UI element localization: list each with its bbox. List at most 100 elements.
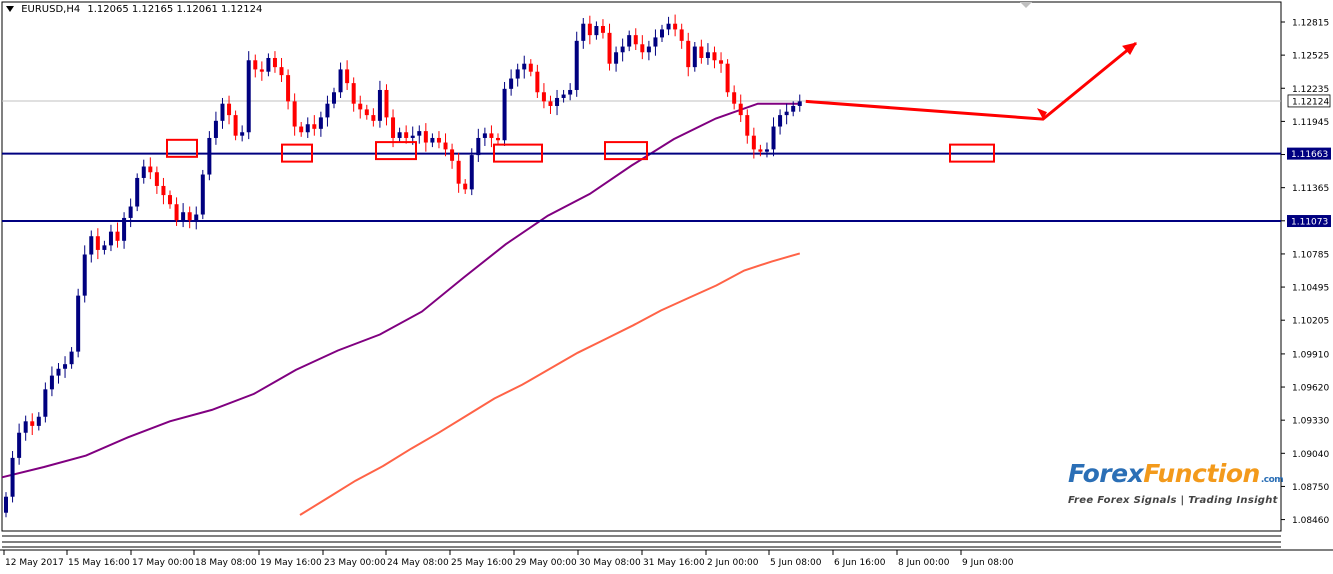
- candle-body: [200, 174, 205, 215]
- candle-body: [732, 92, 737, 104]
- candle: [233, 110, 238, 141]
- logo-wordmark: ForexFunction.com: [1068, 460, 1284, 494]
- candle: [745, 109, 750, 144]
- candle-body: [56, 368, 61, 376]
- candle-body: [660, 29, 664, 38]
- candle: [555, 89, 560, 116]
- candle: [279, 57, 284, 82]
- candle: [286, 69, 291, 110]
- candle-body: [778, 115, 783, 127]
- candle-body: [482, 133, 487, 138]
- x-tick-label: 9 Jun 08:00: [962, 558, 1014, 568]
- candle: [220, 97, 225, 129]
- candle: [712, 46, 717, 69]
- candle: [292, 93, 297, 136]
- candle-body: [568, 89, 573, 95]
- candle-body: [141, 166, 146, 178]
- candle-body: [496, 137, 500, 141]
- candle: [496, 133, 500, 145]
- candle: [574, 31, 579, 97]
- x-tick-label: 6 Jun 16:00: [834, 558, 886, 568]
- x-tick-label: 2 Jun 00:00: [707, 558, 759, 568]
- candle-body: [548, 101, 553, 106]
- dropdown-triangle-icon[interactable]: [6, 6, 14, 12]
- candle-body: [600, 25, 605, 33]
- candle: [325, 95, 330, 127]
- candle-body: [325, 103, 330, 118]
- candle: [620, 38, 625, 62]
- candle-body: [797, 101, 802, 106]
- x-tick-label: 17 May 00:00: [132, 558, 194, 568]
- candle-body: [515, 69, 520, 79]
- candle-body: [17, 432, 22, 458]
- y-tick-label: 1.09620: [1292, 384, 1329, 394]
- ma-line-short: [1, 102, 800, 479]
- candle-body: [436, 137, 441, 143]
- candle: [476, 128, 481, 162]
- candle-body: [371, 115, 376, 121]
- candle-body: [607, 32, 612, 64]
- candle: [312, 115, 317, 136]
- symbol-label: EURUSD,H4: [21, 4, 81, 15]
- candle: [404, 125, 409, 144]
- candle-body: [36, 416, 41, 426]
- support-touch-box: [166, 138, 198, 158]
- support-touch-box: [949, 143, 995, 163]
- candle: [17, 423, 22, 465]
- y-tick-label: 1.09330: [1292, 417, 1329, 427]
- candle-body: [168, 195, 172, 205]
- candle-body: [240, 132, 245, 136]
- candle-body: [108, 231, 113, 246]
- candle: [541, 83, 546, 109]
- candle-body: [305, 124, 310, 133]
- candle-body: [450, 149, 455, 161]
- level-price-label: 1.11663: [1291, 150, 1328, 160]
- candle: [666, 16, 671, 36]
- candle: [738, 94, 743, 122]
- chart-header: EURUSD,H4 1.12065 1.12165 1.12061 1.1212…: [6, 4, 262, 15]
- support-touch-box: [604, 141, 648, 161]
- candle: [528, 59, 533, 77]
- candle: [764, 142, 769, 158]
- chart-shift-marker: [1020, 2, 1032, 8]
- support-touch-box: [493, 143, 543, 163]
- candle: [108, 224, 113, 252]
- candle-body: [653, 37, 658, 47]
- candle-body: [148, 166, 153, 173]
- candle-body: [555, 97, 560, 106]
- candle-body: [345, 69, 350, 84]
- candle: [600, 19, 605, 39]
- candle-body: [673, 23, 678, 30]
- candle: [43, 382, 48, 423]
- candle-body: [358, 103, 363, 110]
- candle-body: [522, 63, 527, 70]
- candle-body: [102, 245, 107, 250]
- candle: [194, 206, 199, 230]
- candle: [417, 125, 422, 144]
- candle-body: [299, 126, 304, 133]
- y-tick-label: 1.11365: [1292, 184, 1329, 194]
- candle: [384, 84, 389, 126]
- candle: [161, 177, 166, 205]
- candle: [345, 60, 350, 90]
- candle-body: [712, 52, 717, 61]
- candle: [23, 415, 28, 441]
- candle: [364, 104, 369, 120]
- candle-body: [719, 60, 724, 64]
- candle: [797, 94, 802, 112]
- candle-body: [318, 117, 323, 129]
- candle-body: [430, 137, 435, 143]
- candle-body: [351, 83, 356, 104]
- candle-body: [128, 206, 133, 218]
- candle: [627, 30, 632, 52]
- candle-body: [587, 23, 592, 36]
- y-tick-label: 1.09040: [1292, 450, 1329, 460]
- candle-body: [259, 69, 264, 72]
- candle: [391, 109, 396, 148]
- candle: [587, 15, 592, 45]
- time-axis: 12 May 2017 15 May 16:00 17 May 00:00 18 Ma…: [3, 550, 1014, 568]
- candle-body: [627, 35, 632, 47]
- current-price-label: 1.12124: [1292, 97, 1329, 107]
- candle: [272, 51, 277, 73]
- candle: [784, 103, 789, 125]
